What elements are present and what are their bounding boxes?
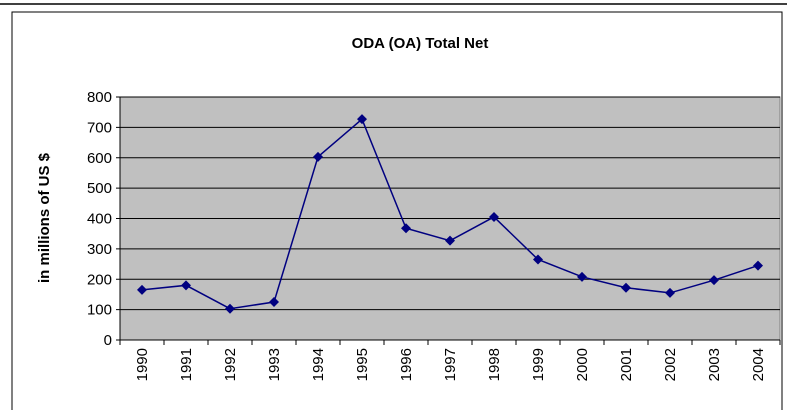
y-tick-label: 500 (87, 180, 112, 197)
x-tick-label: 2000 (574, 348, 591, 381)
x-tick-label: 1995 (354, 348, 371, 381)
y-tick-label: 100 (87, 302, 112, 319)
marker (357, 114, 367, 125)
marker (621, 282, 631, 293)
x-tick-label: 1992 (222, 348, 239, 381)
x-tick-label: 2001 (618, 348, 635, 381)
marker (445, 235, 455, 246)
x-tick-label: 1991 (178, 348, 195, 381)
marker (313, 151, 323, 162)
marker (401, 223, 411, 234)
marker (269, 297, 279, 308)
y-tick-label: 600 (87, 150, 112, 167)
x-tick-label: 1998 (486, 348, 503, 381)
marker (225, 303, 235, 314)
y-axis-label: in millions of US $ (36, 152, 53, 283)
y-tick-label: 300 (87, 241, 112, 258)
marker (533, 254, 543, 265)
marker (709, 275, 719, 286)
x-tick-label: 1997 (442, 348, 459, 381)
y-tick-label: 200 (87, 271, 112, 288)
marker (489, 211, 499, 222)
chart-title: ODA (OA) Total Net (352, 35, 489, 52)
marker (753, 260, 763, 271)
y-tick-label: 700 (87, 119, 112, 136)
y-tick-label: 0 (104, 332, 112, 349)
marker (137, 284, 147, 295)
marker (577, 271, 587, 282)
x-tick-label: 1990 (134, 348, 151, 381)
x-tick-label: 2004 (750, 348, 767, 381)
chart-frame (11, 11, 783, 410)
x-tick-label: 1994 (310, 348, 327, 381)
y-tick-label: 400 (87, 211, 112, 228)
y-tick-label: 800 (87, 89, 112, 106)
x-tick-label: 1996 (398, 348, 415, 381)
x-tick-label: 2003 (706, 348, 723, 381)
x-tick-label: 1999 (530, 348, 547, 381)
x-tick-label: 2002 (662, 348, 679, 381)
marker (181, 280, 191, 291)
marker (665, 287, 675, 298)
x-tick-label: 1993 (266, 348, 283, 381)
